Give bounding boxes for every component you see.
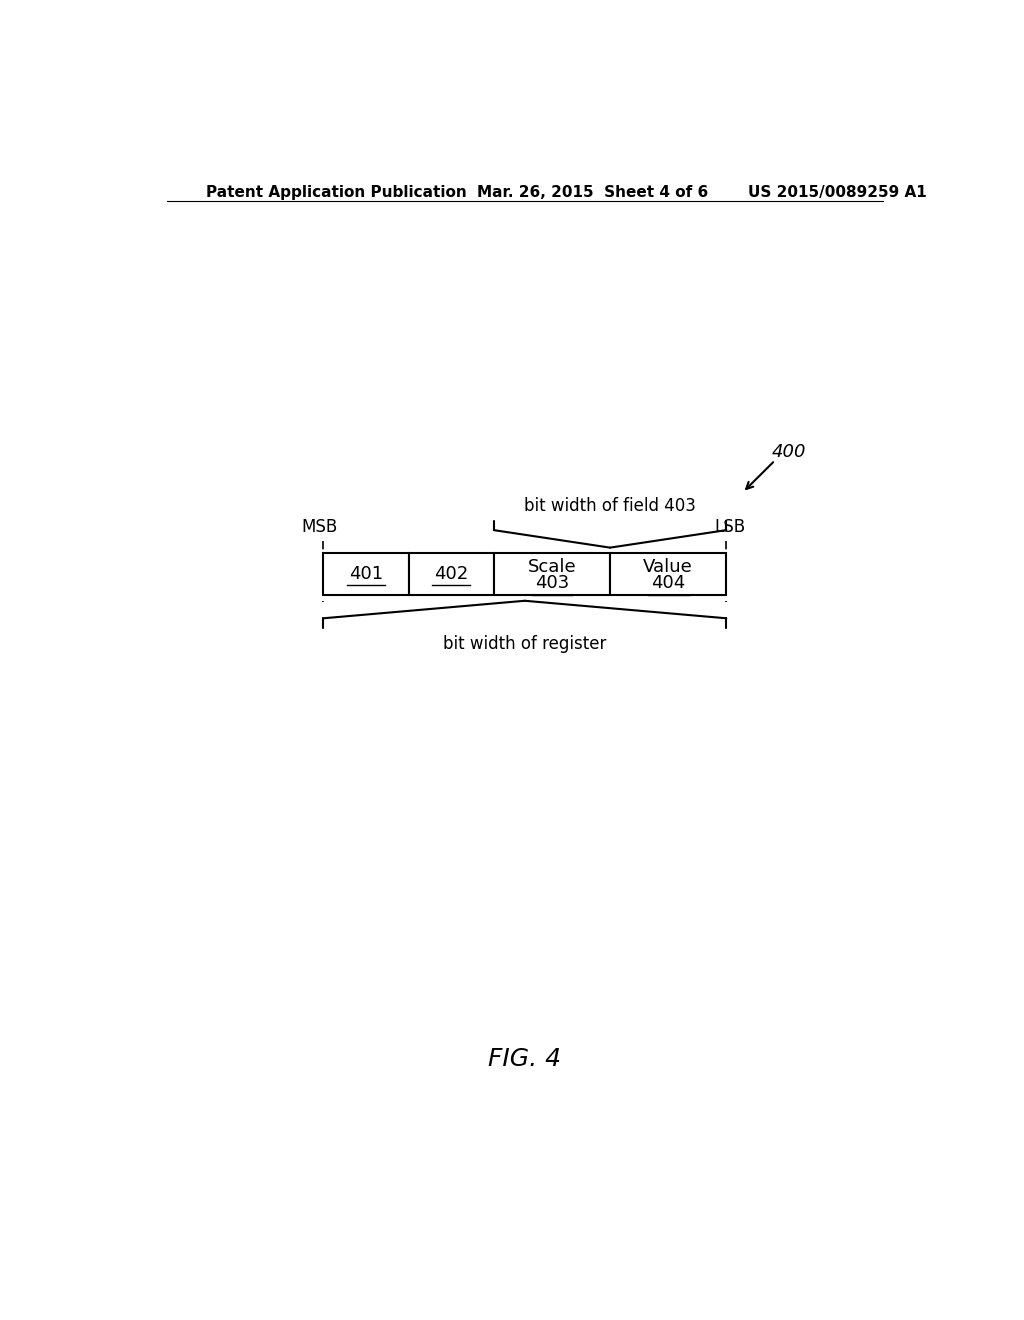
Text: bit width of field 403: bit width of field 403 [524, 496, 696, 515]
Text: FIG. 4: FIG. 4 [488, 1047, 561, 1072]
Text: MSB: MSB [301, 517, 338, 536]
Bar [610, 553, 726, 595]
Bar [324, 553, 409, 595]
Text: Value: Value [643, 558, 693, 577]
Text: 403: 403 [535, 574, 569, 593]
Text: 404: 404 [651, 574, 685, 593]
Text: bit width of register: bit width of register [443, 635, 606, 653]
Text: 402: 402 [434, 565, 468, 583]
Text: LSB: LSB [715, 517, 745, 536]
Text: 401: 401 [349, 565, 383, 583]
Text: Mar. 26, 2015  Sheet 4 of 6: Mar. 26, 2015 Sheet 4 of 6 [477, 185, 708, 201]
Bar [494, 553, 610, 595]
Text: 400: 400 [771, 444, 806, 461]
Text: US 2015/0089259 A1: US 2015/0089259 A1 [748, 185, 927, 201]
Bar [409, 553, 494, 595]
Text: Patent Application Publication: Patent Application Publication [206, 185, 466, 201]
Text: Scale: Scale [527, 558, 577, 577]
